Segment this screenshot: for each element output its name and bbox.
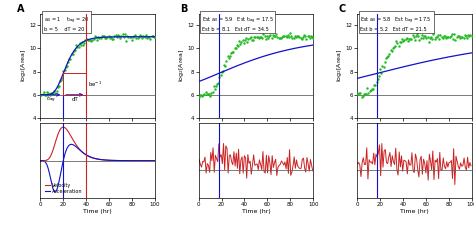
Velocity [132,159,137,162]
Text: B: B [180,4,188,13]
Acceleration [93,157,99,160]
Acceleration [132,159,137,162]
Acceleration [150,159,155,162]
Velocity [93,158,99,160]
Y-axis label: log$_2$[Area]: log$_2$[Area] [19,49,28,83]
Text: dT: dT [71,97,78,102]
Velocity [37,159,43,162]
Velocity [152,159,158,162]
Velocity [92,157,98,160]
Legend: Velocity, Acceleration: Velocity, Acceleration [43,181,84,196]
Text: C: C [338,4,346,13]
Text: Est a$_0$ = 5.9   Est t$_{lag}$ = 17.5
Est b = 8.1   Est dT = 34.5: Est a$_0$ = 5.9 Est t$_{lag}$ = 17.5 Est… [202,16,274,32]
Text: A: A [18,4,25,13]
Line: Acceleration: Acceleration [40,144,155,192]
X-axis label: Time (hr): Time (hr) [83,209,112,214]
Text: a$_0$ = 1    t$_{lag}$ = 20
b = 5    dT = 20: a$_0$ = 1 t$_{lag}$ = 20 b = 5 dT = 20 [44,16,89,32]
Acceleration [106,159,112,162]
Acceleration [100,158,106,161]
X-axis label: Time (hr): Time (hr) [242,209,270,214]
Velocity [106,159,112,162]
Acceleration [68,143,74,146]
Text: $t_{lag}$: $t_{lag}$ [46,95,55,105]
Acceleration [152,159,158,162]
X-axis label: Time (hr): Time (hr) [400,209,428,214]
Line: Velocity: Velocity [40,127,155,161]
Y-axis label: log$_2$[Area]: log$_2$[Area] [177,49,186,83]
Acceleration [37,159,43,162]
Acceleration [92,157,98,160]
Text: Est a$_0$ = 5.8   Est t$_{lag}$ = 17.5
Est b = 5.2   Est dT = 21.5: Est a$_0$ = 5.8 Est t$_{lag}$ = 17.5 Est… [360,16,432,32]
Velocity [100,158,105,161]
Acceleration [52,191,58,193]
Velocity [61,126,66,128]
Text: be$^{-1}$: be$^{-1}$ [88,79,102,89]
Velocity [150,159,155,162]
Y-axis label: log$_2$[Area]: log$_2$[Area] [336,49,344,83]
